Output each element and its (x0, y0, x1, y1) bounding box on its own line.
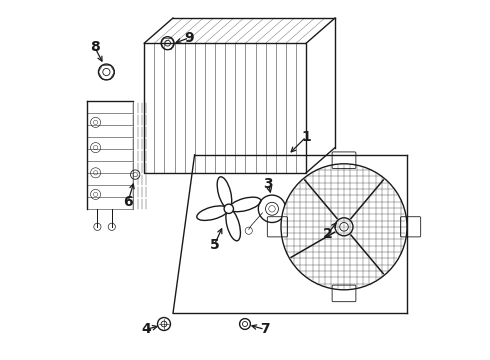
Circle shape (281, 164, 407, 290)
Text: 7: 7 (260, 323, 270, 336)
Text: 8: 8 (90, 40, 99, 54)
Text: 1: 1 (301, 130, 311, 144)
Circle shape (335, 218, 353, 236)
Circle shape (224, 204, 233, 213)
Text: 4: 4 (141, 323, 151, 336)
Text: 5: 5 (210, 238, 220, 252)
Text: 9: 9 (184, 31, 194, 45)
Text: 2: 2 (323, 227, 333, 241)
Text: 6: 6 (123, 195, 133, 208)
Text: 3: 3 (264, 177, 273, 190)
